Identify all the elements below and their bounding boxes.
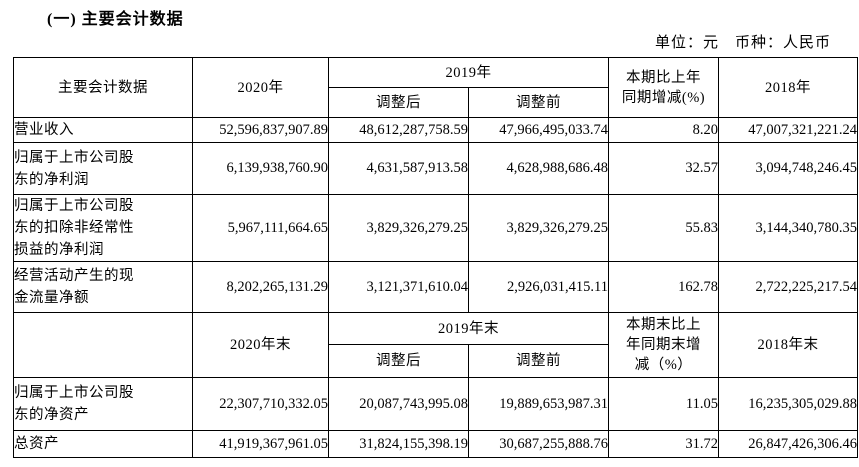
- value-2019-before: 47,966,495,033.74: [468, 117, 609, 143]
- header-2019-end-adjusted-after: 调整后: [328, 344, 469, 378]
- header-2020-end: 2020年末: [192, 312, 329, 378]
- value-2020: 6,139,938,760.90: [192, 142, 329, 195]
- value-2019-before: 4,628,988,686.48: [468, 142, 609, 195]
- value-2019-after: 3,121,371,610.04: [328, 261, 469, 313]
- header-2019-end-adjusted-before: 调整前: [468, 344, 609, 378]
- value-2019-end-after: 31,824,155,398.19: [328, 430, 469, 458]
- value-change-pct: 55.83: [608, 194, 719, 262]
- value-2019-after: 48,612,287,758.59: [328, 117, 469, 143]
- row-label: 归属于上市公司股 东的净利润: [13, 142, 193, 195]
- value-2020-end: 22,307,710,332.05: [192, 377, 329, 431]
- value-2019-after: 3,829,326,279.25: [328, 194, 469, 262]
- value-2018: 3,094,748,246.45: [718, 142, 858, 195]
- header-change-pct: 本期比上年 同期增减(%): [608, 57, 719, 118]
- table-row: 营业收入 52,596,837,907.89 48,612,287,758.59…: [13, 117, 858, 143]
- section-title: (一) 主要会计数据: [47, 11, 184, 28]
- header-2019: 2019年: [328, 57, 609, 88]
- value-2020: 52,596,837,907.89: [192, 117, 329, 143]
- value-2020: 8,202,265,131.29: [192, 261, 329, 313]
- header-indicator: 主要会计数据: [13, 57, 193, 118]
- row-label: 归属于上市公司股 东的扣除非经常性 损益的净利润: [13, 194, 193, 262]
- value-2019-end-after: 20,087,743,995.08: [328, 377, 469, 431]
- unit-currency-note: 单位：元 币种：人民币: [654, 35, 831, 51]
- table-row: 归属于上市公司股 东的净利润 6,139,938,760.90 4,631,58…: [13, 142, 858, 195]
- header-indicator-blank: [13, 312, 193, 378]
- value-change-pct: 8.20: [608, 117, 719, 143]
- value-end-change-pct: 31.72: [608, 430, 719, 458]
- header-2019-end: 2019年末: [328, 312, 609, 345]
- value-2020: 5,967,111,664.65: [192, 194, 329, 262]
- table-row: 总资产 41,919,367,961.05 31,824,155,398.19 …: [13, 430, 858, 458]
- row-label: 总资产: [13, 430, 193, 458]
- value-2020-end: 41,919,367,961.05: [192, 430, 329, 458]
- header-2018-end: 2018年末: [718, 312, 858, 378]
- header-2019-adjusted-before: 调整前: [468, 87, 609, 118]
- value-change-pct: 32.57: [608, 142, 719, 195]
- table-row: 归属于上市公司股 东的扣除非经常性 损益的净利润 5,967,111,664.6…: [13, 194, 858, 262]
- key-accounting-data-table: 主要会计数据 2020年 2019年 本期比上年 同期增减(%) 2018年 调…: [13, 57, 858, 458]
- value-2019-before: 2,926,031,415.11: [468, 261, 609, 313]
- value-2018-end: 16,235,305,029.88: [718, 377, 858, 431]
- value-2018: 3,144,340,780.35: [718, 194, 858, 262]
- value-2018-end: 26,847,426,306.46: [718, 430, 858, 458]
- value-2019-after: 4,631,587,913.58: [328, 142, 469, 195]
- value-2018: 47,007,321,221.24: [718, 117, 858, 143]
- header-2020: 2020年: [192, 57, 329, 118]
- header-2019-adjusted-after: 调整后: [328, 87, 469, 118]
- value-2019-before: 3,829,326,279.25: [468, 194, 609, 262]
- value-2018: 2,722,225,217.54: [718, 261, 858, 313]
- table-row: 经营活动产生的现 金流量净额 8,202,265,131.29 3,121,37…: [13, 261, 858, 313]
- table-row: 归属于上市公司股 东的净资产 22,307,710,332.05 20,087,…: [13, 377, 858, 431]
- value-change-pct: 162.78: [608, 261, 719, 313]
- row-label: 归属于上市公司股 东的净资产: [13, 377, 193, 431]
- header-end-change-pct: 本期末比上 年同期末增 减（%）: [608, 312, 719, 378]
- row-label: 营业收入: [13, 117, 193, 143]
- value-end-change-pct: 11.05: [608, 377, 719, 431]
- header-2018: 2018年: [718, 57, 858, 118]
- value-2019-end-before: 30,687,255,888.76: [468, 430, 609, 458]
- value-2019-end-before: 19,889,653,987.31: [468, 377, 609, 431]
- row-label: 经营活动产生的现 金流量净额: [13, 261, 193, 313]
